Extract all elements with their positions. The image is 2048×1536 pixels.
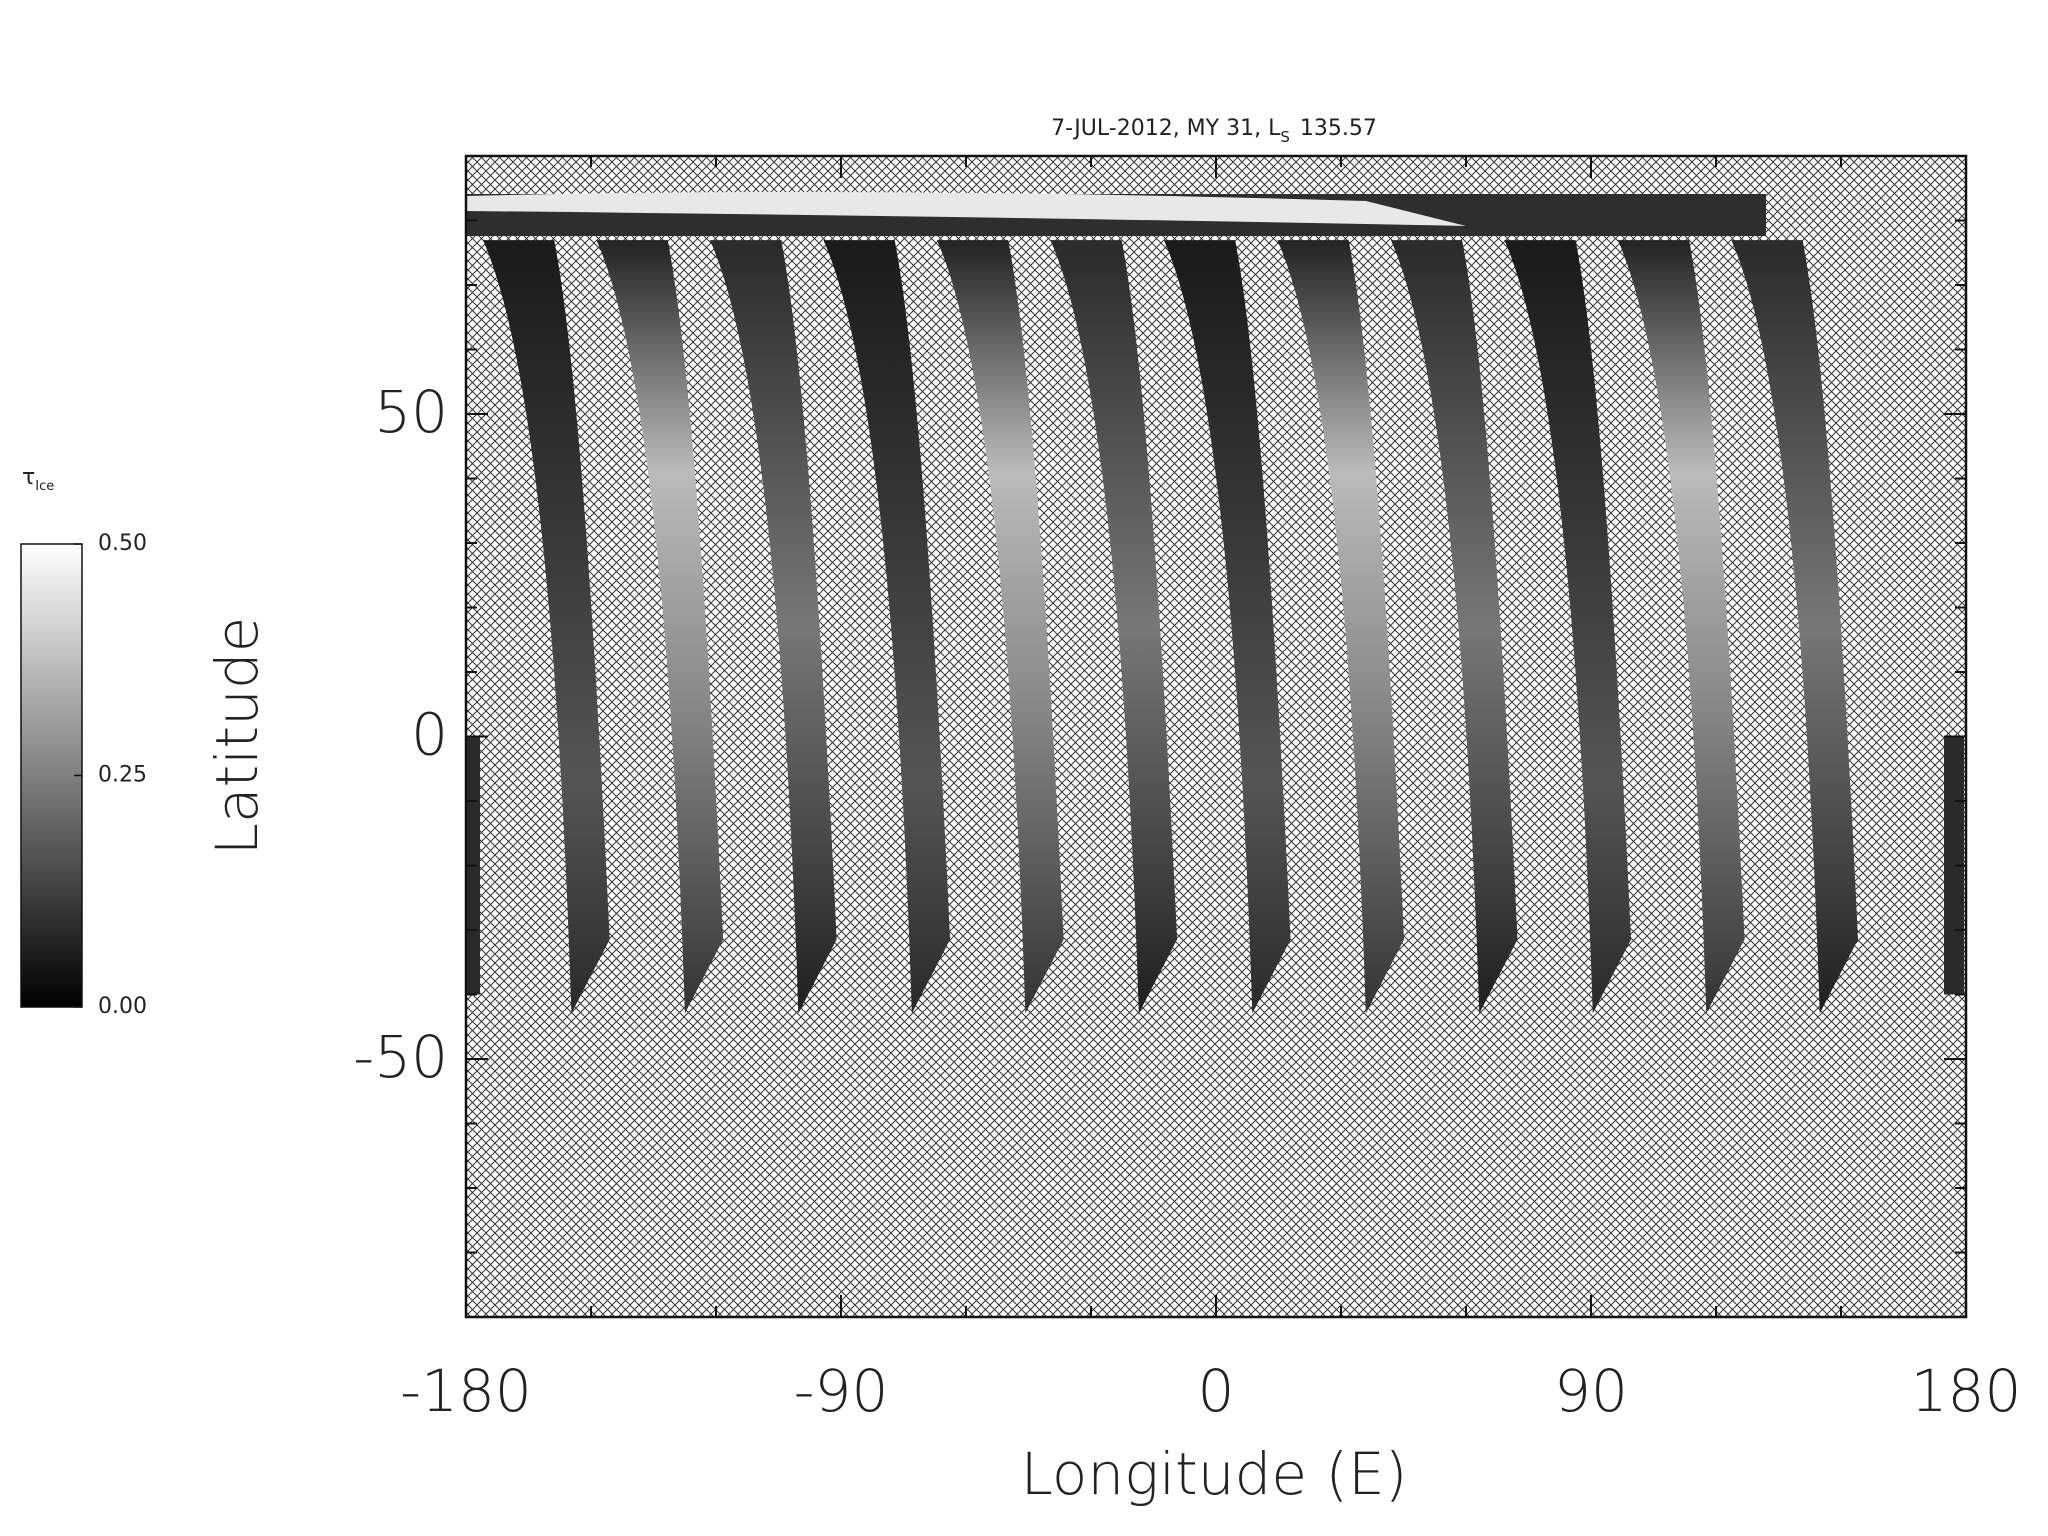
- x-tick-label: -90: [794, 1357, 889, 1425]
- colorbar-label: τIce: [22, 465, 54, 494]
- swath: [1277, 240, 1405, 1014]
- swath: [1731, 240, 1858, 1014]
- swath: [596, 240, 724, 1014]
- plot-area: [464, 154, 1968, 1319]
- polar-ice: [466, 192, 1466, 226]
- colorbar-tick-label: 0.00: [98, 994, 147, 1019]
- swath: [1050, 240, 1178, 1014]
- y-tick-label: 50: [374, 378, 448, 446]
- x-axis-label: Longitude (E): [1021, 1440, 1408, 1508]
- swath: [823, 240, 951, 1014]
- swath: [482, 240, 610, 1014]
- chart-title: 7-JUL-2012, MY 31, LS 135.57: [1051, 116, 1377, 146]
- x-tick-label: -180: [400, 1357, 532, 1425]
- x-tick-label: 90: [1554, 1357, 1628, 1425]
- swath: [1163, 240, 1291, 1014]
- swath: [936, 240, 1064, 1014]
- y-axis-label: Latitude: [203, 617, 271, 856]
- colorbar-tick-label: 0.50: [98, 531, 147, 556]
- swath: [709, 240, 837, 1014]
- colorbar: [20, 543, 83, 1008]
- colorbar-tick-label: 0.25: [98, 763, 147, 788]
- y-tick-label: 0: [411, 701, 448, 769]
- swath: [1617, 240, 1745, 1014]
- y-tick-label: -50: [353, 1023, 448, 1091]
- swath: [1504, 240, 1632, 1014]
- swath: [1390, 240, 1518, 1014]
- x-tick-label: 180: [1911, 1357, 2022, 1425]
- x-tick-label: 0: [1198, 1357, 1235, 1425]
